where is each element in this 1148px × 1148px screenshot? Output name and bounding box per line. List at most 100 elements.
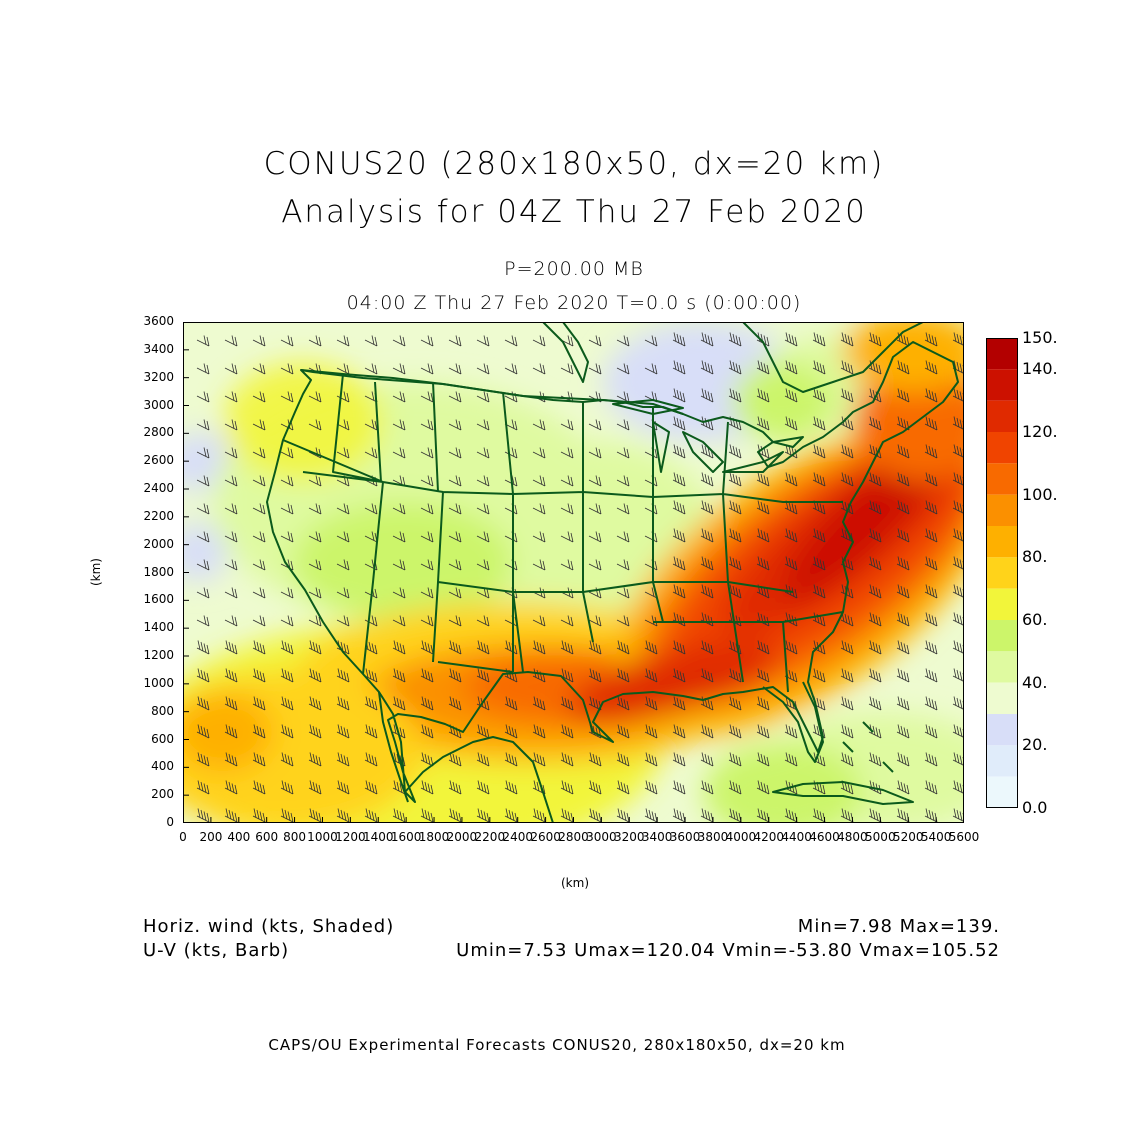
colorbar-bin (986, 400, 1018, 432)
wind-barb (336, 724, 350, 739)
colorbar-label: 60. (1022, 610, 1048, 629)
wind-barb (952, 612, 964, 626)
wind-barb (420, 780, 434, 795)
wind-barb (784, 556, 798, 571)
wind-barb (812, 360, 826, 375)
wind-barb (728, 584, 742, 599)
wind-barb (756, 780, 770, 795)
wind-barb (420, 531, 434, 543)
wind-barb (784, 388, 798, 403)
wind-barb (756, 444, 770, 459)
y-tick-label: 1400 (143, 620, 174, 635)
wind-barb (868, 696, 882, 711)
wind-barb (840, 584, 854, 599)
wind-barb (308, 696, 322, 711)
wind-barb (924, 612, 938, 627)
wind-barb (560, 615, 574, 627)
wind-barb (476, 335, 490, 347)
wind-barb (784, 640, 798, 655)
wind-barb (224, 724, 238, 739)
x-tick-label: 2800 (558, 830, 589, 844)
x-tick-label: 1000 (307, 830, 338, 844)
wind-barb (336, 668, 350, 683)
wind-barb (952, 696, 964, 710)
wind-barb (476, 696, 490, 711)
wind-barb (868, 360, 882, 375)
wind-barb (560, 419, 574, 431)
wind-barb (392, 531, 406, 543)
wind-barb (448, 531, 462, 543)
wind-barb (616, 808, 630, 823)
wind-barb (588, 724, 602, 739)
wind-barb (952, 528, 964, 542)
wind-barb (420, 615, 434, 627)
wind-barb (392, 419, 406, 431)
wind-barb (840, 668, 854, 683)
wind-barb (532, 808, 546, 823)
wind-barb (308, 419, 322, 431)
wind-barb (700, 584, 714, 599)
wind-barb (728, 416, 742, 431)
wind-barb (196, 531, 210, 543)
wind-barb (364, 615, 378, 627)
wind-barb (504, 335, 518, 347)
min-max: Min=7.98 Max=139. (797, 916, 1000, 937)
wind-barb (784, 752, 798, 767)
x-tick-label: 3400 (641, 830, 673, 844)
y-tick-label: 0 (166, 815, 174, 829)
wind-barb (252, 808, 266, 823)
wind-barb (896, 640, 910, 655)
wind-barb (420, 668, 434, 683)
y-tick-label: 1800 (143, 564, 174, 579)
colorbar-bin (986, 432, 1018, 464)
wind-barb (196, 724, 210, 739)
wind-barb (588, 780, 602, 795)
wind-barb (560, 503, 574, 515)
wind-barb (252, 503, 266, 515)
wind-barb (924, 472, 938, 487)
colorbar-bin (986, 682, 1018, 714)
wind-barb (196, 587, 210, 599)
wind-barb (672, 808, 686, 823)
y-tick-label: 1600 (143, 592, 174, 607)
wind-barb (784, 668, 798, 683)
colorbar-label: 100. (1022, 484, 1058, 504)
colorbar-label: 0.0 (1022, 798, 1048, 817)
wind-barb (560, 531, 574, 543)
wind-barb (420, 391, 434, 403)
wind-barb (588, 696, 602, 711)
wind-barb (644, 335, 658, 347)
wind-barb (476, 615, 490, 627)
wind-barb (840, 724, 854, 739)
wind-barb (560, 724, 574, 739)
wind-barb (364, 752, 378, 767)
wind-barb (784, 780, 798, 795)
wind-barb (924, 332, 938, 347)
wind-barb (196, 752, 210, 767)
wind-barb (616, 475, 630, 487)
wind-barb (672, 584, 686, 599)
wind-barb (224, 587, 238, 599)
wind-barb (616, 668, 630, 683)
wind-barb (476, 391, 490, 403)
wind-barb (252, 363, 266, 375)
x-tick-label: 1600 (390, 830, 422, 844)
wind-barb (896, 500, 910, 515)
wind-barb (224, 559, 238, 571)
wind-barb (728, 332, 742, 347)
wind-barb (616, 503, 630, 515)
colorbar-bin (986, 776, 1018, 808)
wind-barb (700, 500, 714, 515)
wind-barb (924, 724, 938, 739)
wind-barb (952, 388, 964, 402)
wind-barb (532, 559, 546, 571)
wind-barb (532, 475, 546, 487)
wind-barb (840, 556, 854, 571)
x-tick-label: 200 (199, 830, 223, 844)
wind-barb (588, 808, 602, 823)
wind-barb (700, 668, 714, 683)
wind-barb (224, 391, 238, 403)
wind-barb (420, 640, 434, 655)
wind-barb (588, 419, 602, 431)
wind-barb (280, 447, 294, 459)
